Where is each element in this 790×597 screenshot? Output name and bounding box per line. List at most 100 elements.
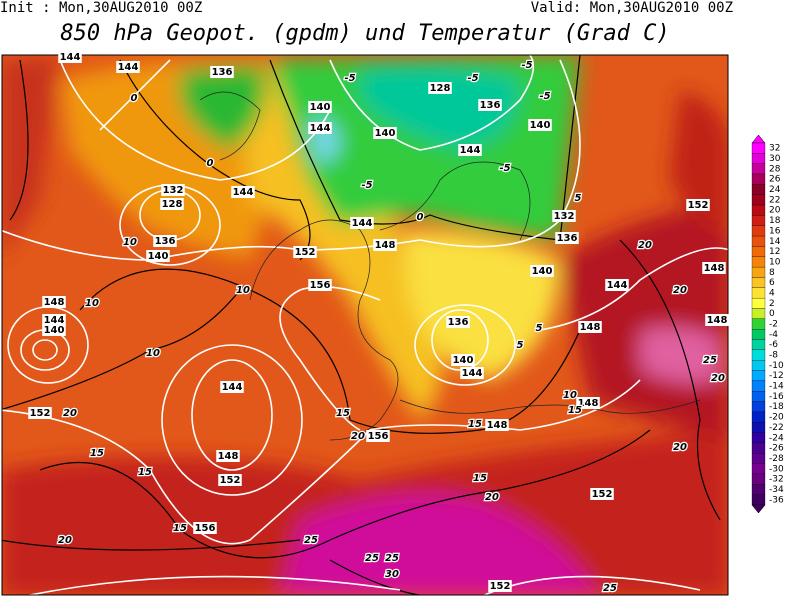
colorbar-box [751, 329, 766, 340]
geopotential-label: 144 [44, 315, 65, 326]
colorbar-label: 14 [769, 237, 781, 247]
colorbar-box [751, 215, 766, 226]
colorbar-box [751, 256, 766, 268]
temperature-label: 0 [131, 93, 138, 104]
geopotential-label-box [293, 246, 317, 258]
colorbar-label: -18 [769, 402, 784, 412]
geopotential-label-box [160, 198, 184, 210]
geopotential-label-box [146, 250, 170, 262]
geopotential-label-box [366, 430, 390, 442]
colorbar-bottom-arrow [751, 504, 766, 514]
geopotential-label-box [458, 144, 482, 156]
colorbar-box [751, 142, 766, 154]
colorbar-box [751, 360, 766, 371]
geopotential-label: 136 [557, 233, 578, 244]
geopotential-label: 132 [554, 211, 575, 222]
temperature-label: 15 [173, 523, 187, 534]
geopotential-label: 152 [220, 475, 241, 486]
geopotential-label-box [373, 127, 397, 139]
geopotential-label-box [478, 99, 502, 111]
geopotential-label: 148 [704, 263, 725, 274]
colorbar-label: -12 [769, 371, 784, 381]
colorbar-top-arrow [751, 134, 766, 144]
geopotential-label: 156 [310, 280, 331, 291]
temperature-label: -5 [539, 91, 550, 102]
temperature-label: 15 [468, 419, 482, 430]
colorbar-box [751, 266, 766, 278]
colorbar-box [751, 494, 766, 506]
geopotential-label-box [210, 66, 234, 78]
geopotential-label-box [42, 324, 66, 336]
geopotential-label-box [485, 419, 509, 431]
colorbar-box [751, 225, 766, 237]
colorbar-label: -10 [769, 361, 784, 371]
geopotential-label-box [220, 381, 244, 393]
colorbar-label: 2 [769, 299, 775, 309]
colorbar-label: -30 [769, 464, 784, 474]
geopotential-label: 140 [148, 251, 169, 262]
temperature-label: -5 [344, 73, 355, 84]
temperature-label: 5 [536, 323, 543, 334]
geopotential-label: 140 [375, 128, 396, 139]
temperature-label: 25 [365, 553, 379, 564]
geopotential-label: 148 [580, 322, 601, 333]
geopotential-label-box [460, 367, 484, 379]
geopotential-label: 156 [368, 431, 389, 442]
geopotential-label-box [446, 316, 470, 328]
geopotential-label-box [308, 101, 332, 113]
geopotential-label-box [555, 232, 579, 244]
colorbar-label: -14 [769, 382, 784, 392]
geopotential-label-box [42, 314, 66, 326]
colorbar-box [751, 297, 766, 309]
geopotential-label-box [686, 199, 710, 211]
colorbar-box [751, 246, 766, 257]
temperature-label: 20 [673, 285, 687, 296]
colorbar-label: -24 [769, 433, 784, 443]
geopotential-label: 128 [430, 83, 451, 94]
temperature-label: 15 [336, 408, 350, 419]
geopotential-label-box [605, 279, 629, 291]
colorbar-box [751, 339, 766, 351]
geopotential-label: 144 [460, 145, 481, 156]
colorbar-box [751, 184, 766, 195]
temperature-label: 10 [236, 285, 250, 296]
geopotential-label: 140 [44, 325, 65, 336]
temperature-label: -5 [499, 163, 510, 174]
colorbar-box [751, 473, 766, 485]
geopotential-label: 128 [162, 199, 183, 210]
colorbar-label: 30 [769, 154, 781, 164]
geopotential-label-box [702, 262, 726, 274]
geopotential-label: 144 [310, 123, 331, 134]
geopotential-label-box [308, 279, 332, 291]
colorbar-label: -6 [769, 340, 778, 350]
geopotential-label-box [451, 354, 475, 366]
geopotential-label-box [216, 450, 240, 462]
geopotential-label-box [116, 61, 140, 73]
geopotential-label-box [231, 186, 255, 198]
valid-time: Valid: Mon,30AUG2010 00Z [531, 0, 733, 16]
geopotential-label-box [161, 184, 185, 196]
geopotential-label-box [428, 82, 452, 94]
temperature-label: -5 [361, 180, 372, 191]
geopotential-label: 148 [218, 451, 239, 462]
geopotential-label-box [488, 580, 512, 592]
colorbar-box [751, 277, 766, 288]
temperature-label: 0 [417, 212, 424, 223]
temperature-label: 30 [385, 569, 399, 580]
temperature-label: 25 [385, 553, 399, 564]
colorbar-label: 10 [769, 257, 781, 267]
colorbar-label: 32 [769, 144, 780, 154]
temperature-label: 10 [146, 348, 160, 359]
map-title: 850 hPa Geopot. (gpdm) und Temperatur (G… [60, 21, 669, 46]
geopotential-label: 144 [233, 187, 254, 198]
geopotential-label: 152 [592, 489, 613, 500]
colorbar-box [751, 370, 766, 382]
temperature-label: 15 [568, 405, 582, 416]
colorbar-box [751, 163, 766, 175]
geopotential-label: 152 [490, 581, 511, 592]
temperature-label: 20 [638, 240, 652, 251]
colorbar-label: -32 [769, 475, 784, 485]
colorbar-label: -26 [769, 444, 784, 454]
temperature-label: -5 [521, 60, 532, 71]
